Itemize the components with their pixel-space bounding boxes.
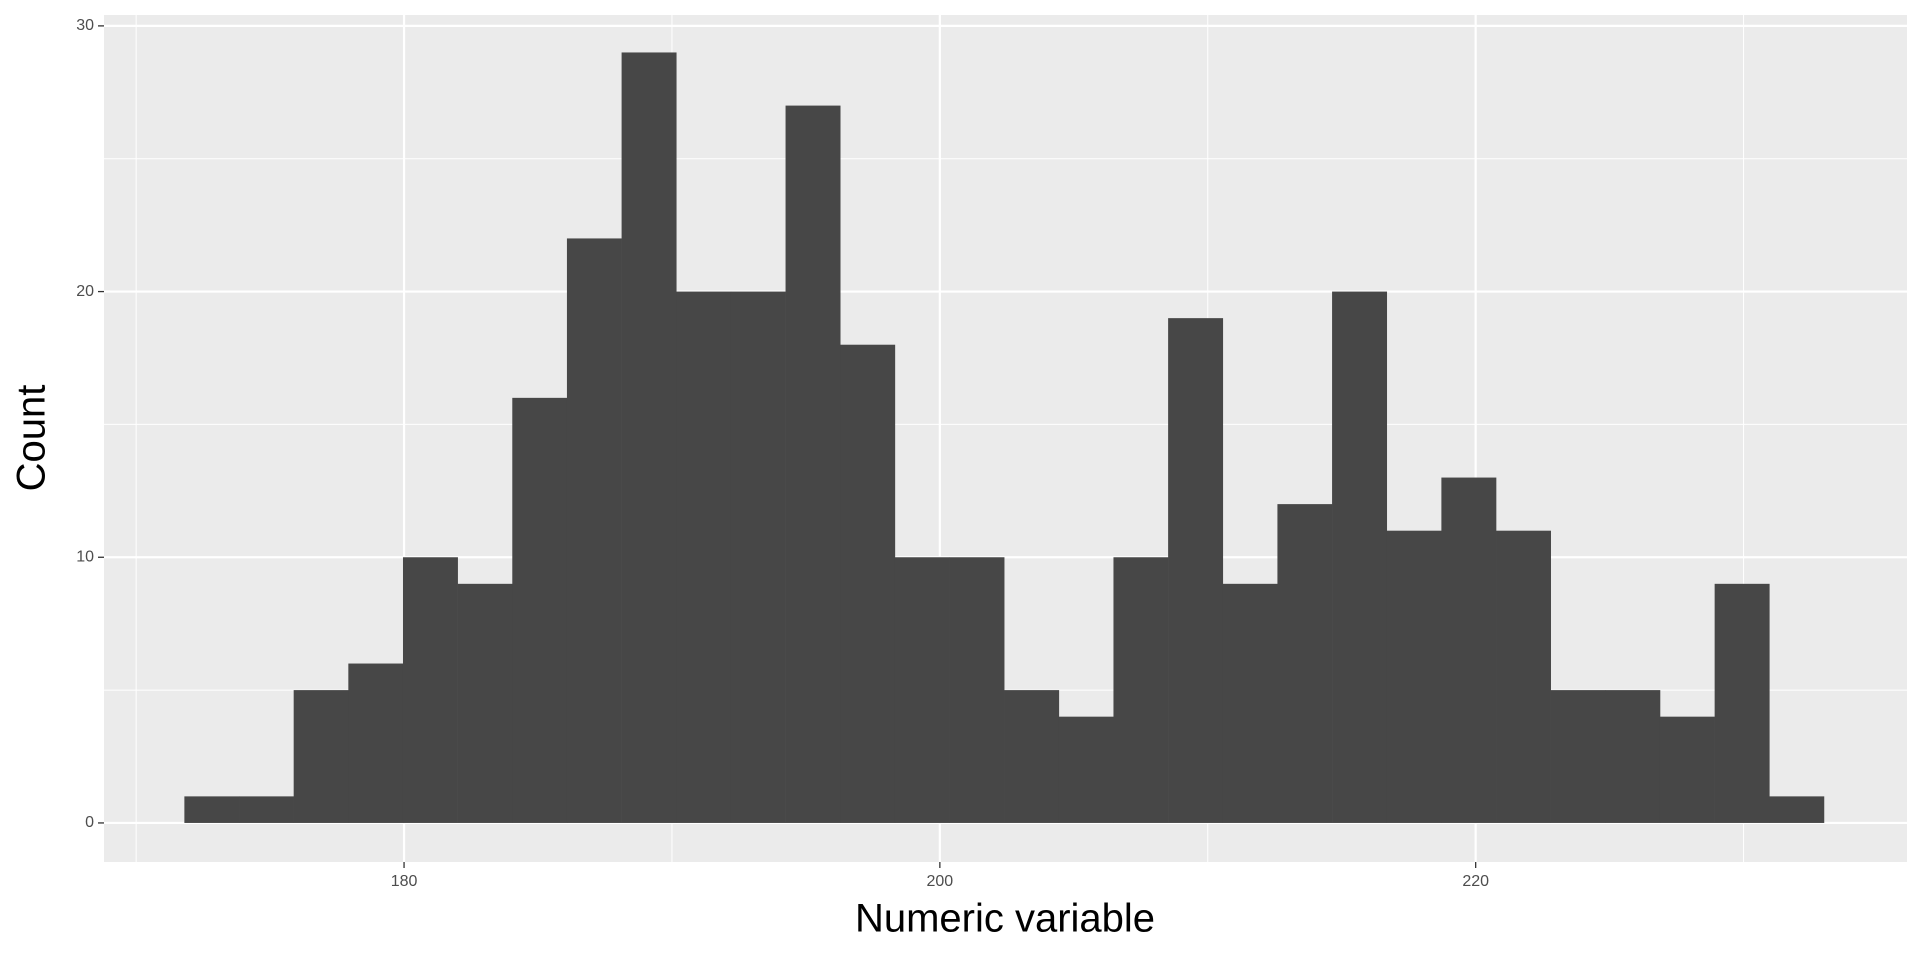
bar: [840, 344, 896, 823]
bar: [1659, 716, 1715, 823]
bar: [457, 583, 513, 823]
bar: [676, 291, 732, 823]
bar: [293, 690, 349, 823]
bar: [1769, 796, 1825, 823]
x-tick-label: 180: [391, 873, 418, 890]
bar: [184, 796, 240, 823]
x-tick-label: 220: [1462, 873, 1489, 890]
bar: [949, 557, 1005, 823]
bar: [1386, 530, 1442, 823]
bar: [512, 397, 568, 823]
y-tick-label: 20: [76, 283, 94, 300]
bar: [566, 238, 622, 823]
bar: [1496, 530, 1551, 823]
bar: [1277, 504, 1333, 823]
y-tick-label: 0: [85, 814, 94, 831]
bar: [730, 291, 786, 823]
bar: [1605, 690, 1661, 823]
bar: [1550, 690, 1606, 823]
bar: [1113, 557, 1169, 823]
bar: [785, 105, 841, 823]
y-tick-label: 30: [76, 17, 94, 34]
bar: [1441, 477, 1497, 823]
bar: [1714, 583, 1770, 823]
bar: [1222, 583, 1278, 823]
bar: [1058, 716, 1114, 823]
bar: [1168, 318, 1224, 823]
bar: [1332, 291, 1388, 823]
y-axis-title: Count: [10, 385, 54, 492]
x-tick-label: 200: [927, 873, 954, 890]
bar: [621, 52, 677, 823]
bar: [348, 663, 404, 823]
bar: [1004, 690, 1060, 823]
bar: [894, 557, 950, 823]
bar: [402, 557, 458, 823]
y-tick-label: 10: [76, 548, 94, 565]
x-axis-title: Numeric variable: [855, 897, 1155, 941]
bar: [239, 796, 294, 823]
